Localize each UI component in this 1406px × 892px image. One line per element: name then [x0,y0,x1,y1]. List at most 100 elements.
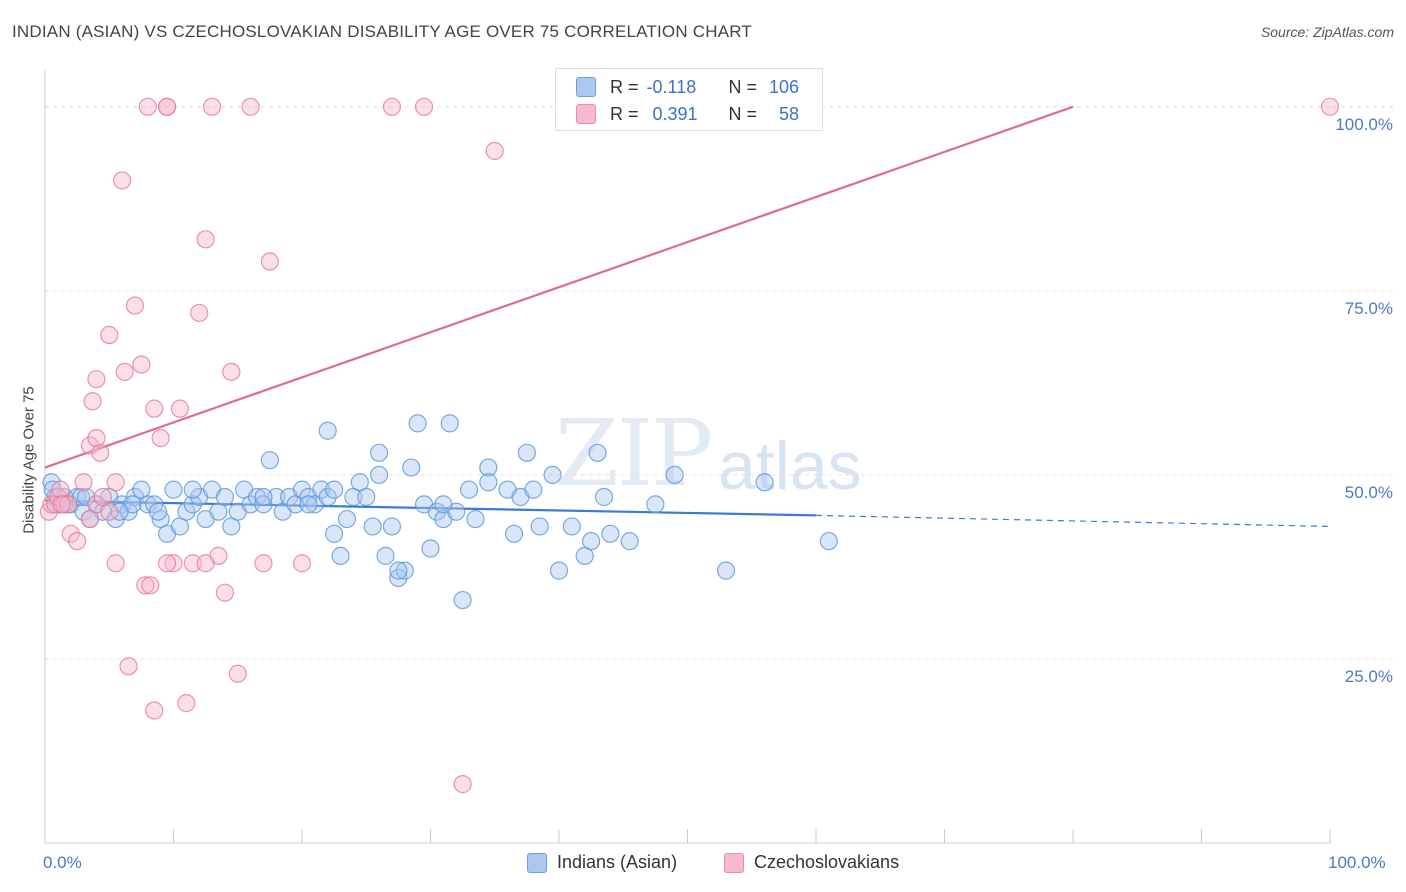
axes [44,70,1331,844]
bottom-legend-swatch-czechoslovakians [724,852,744,873]
data-point [164,480,183,499]
y-tick-label: 100.0% [1335,114,1393,134]
data-point [434,495,453,514]
data-point [68,532,87,551]
data-point [453,590,472,610]
data-point [382,97,402,116]
data-point [100,502,119,521]
data-point [292,554,312,573]
data-point [100,325,119,345]
legend-row-czechoslovakians: R = 0.391 N = 58 [576,103,799,125]
data-point [136,576,155,595]
data-point [215,583,234,602]
data-point [254,554,273,573]
data-point [549,561,569,580]
data-point [157,97,177,116]
data-point [453,775,472,794]
data-point [74,473,93,492]
data-point [755,473,774,492]
data-point [260,252,279,271]
data-point [594,487,614,507]
legend-r-label: R = [610,76,639,97]
data-point [646,495,665,514]
data-point [61,524,80,543]
data-point [819,532,838,551]
data-point [440,414,459,433]
data-point [241,97,260,116]
data-point [157,554,177,573]
data-point [665,465,684,485]
data-point [485,141,504,161]
data-point [363,517,382,536]
data-point [138,97,157,116]
trend-line-extension-0 [815,514,1331,528]
data-point [504,524,524,543]
data-point [177,502,196,521]
data-point [87,428,106,448]
data-point [254,487,273,507]
data-point [466,509,485,529]
bottom-legend-indians: Indians (Asian) [527,852,677,873]
data-point [530,517,549,536]
x-tick-label-min: 0.0% [43,853,82,872]
legend-r-value-czechoslovakians: 0.391 [652,103,698,124]
data-point [524,480,543,499]
data-point [183,495,202,514]
data-point [459,480,479,499]
data-point [376,546,395,565]
data-point [312,480,331,499]
data-point [145,701,164,720]
data-point [91,443,110,462]
data-point [112,171,132,190]
watermark-zip: ZIP [555,400,713,507]
data-point [83,392,102,411]
data-point [402,458,421,477]
data-point [132,355,151,374]
legend-row-indians: R = -0.118 N = 106 [576,76,799,98]
data-point [421,539,440,558]
watermark-atlas: atlas [718,428,862,504]
trend-line-1 [44,105,1074,469]
legend-n-value-czechoslovakians: 58 [779,103,800,124]
data-point [138,495,157,514]
data-point [517,443,536,462]
data-point [318,487,337,507]
data-point [601,524,620,543]
trend-line-0 [44,499,817,517]
y-tick-label: 25.0% [1344,666,1393,686]
data-point [80,436,100,455]
data-point [228,664,247,683]
data-point [202,97,222,116]
data-point [325,524,344,543]
y-tick-label: 75.0% [1344,298,1393,318]
data-point [59,495,78,514]
legend-n-value-indians: 106 [769,76,800,97]
data-point [408,414,427,433]
data-point [215,487,234,507]
data-point [190,303,209,323]
trend-lines [44,105,1331,528]
y-axis-label: Disability Age Over 75 [20,386,38,534]
data-point [51,480,70,499]
data-point [331,546,350,565]
data-point [395,561,414,580]
data-point [562,517,581,536]
data-point [370,465,389,485]
data-point [170,399,190,418]
data-point [196,554,215,573]
legend-r-label: R = [610,103,639,124]
source-label: Source: ZipAtlas.com [1260,24,1394,40]
data-point [389,561,408,580]
data-point [389,568,408,588]
data-point [260,451,279,470]
data-point [106,554,125,573]
data-point [151,428,170,448]
legend: R = -0.118 N = 106 R = 0.391 N = 58 [555,68,823,131]
data-point [145,399,164,418]
data-point [357,487,376,507]
data-point [479,458,498,477]
data-point [247,487,267,507]
data-point [582,532,601,551]
data-point [52,495,71,514]
